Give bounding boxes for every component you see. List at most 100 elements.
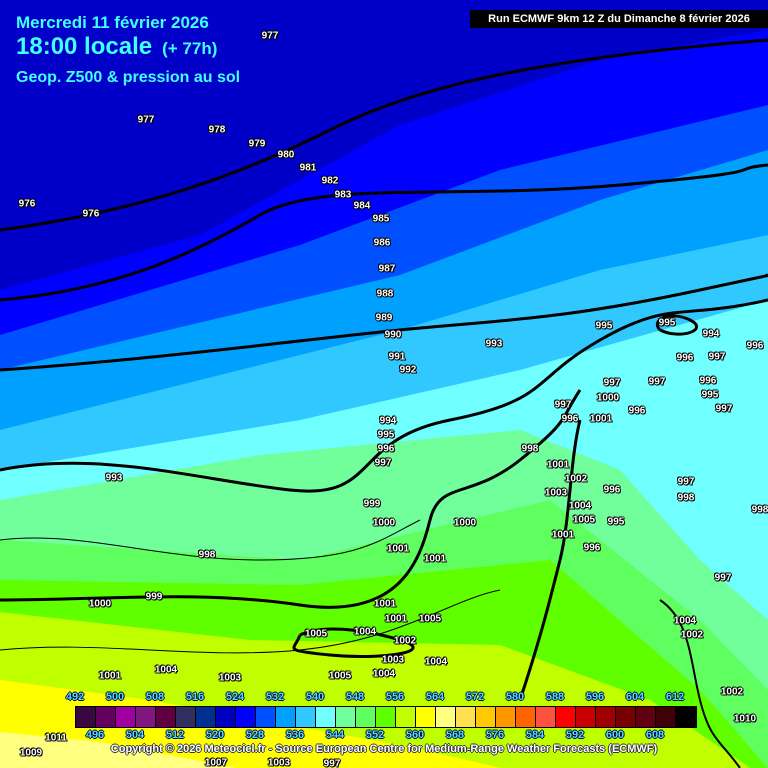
product-title: Geop. Z500 & pression au sol xyxy=(16,69,241,86)
legend-tick-label: 560 xyxy=(405,729,425,741)
legend-tick-label: 576 xyxy=(485,729,505,741)
legend-swatch xyxy=(676,707,696,727)
isobar-line xyxy=(659,599,741,768)
pressure-label: 1007 xyxy=(204,757,228,768)
legend-tick-label: 596 xyxy=(585,691,605,703)
pressure-label: 977 xyxy=(261,30,279,42)
pressure-label: 996 xyxy=(583,542,601,554)
forecast-time: 18:00 locale (+ 77h) xyxy=(16,33,217,61)
pressure-label: 985 xyxy=(372,213,390,225)
legend-tick-label: 500 xyxy=(105,691,125,703)
pressure-label: 996 xyxy=(561,413,579,425)
legend-swatch xyxy=(336,707,356,727)
pressure-label: 1001 xyxy=(546,459,570,471)
local-time: 18:00 locale xyxy=(16,33,153,60)
legend-swatch xyxy=(616,707,636,727)
pressure-label: 986 xyxy=(373,237,391,249)
legend-tick-label: 516 xyxy=(185,691,205,703)
pressure-label: 995 xyxy=(607,516,625,528)
legend-tick-label: 508 xyxy=(145,691,165,703)
legend-swatch xyxy=(396,707,416,727)
pressure-label: 987 xyxy=(378,263,396,275)
legend-swatch xyxy=(536,707,556,727)
pressure-label: 976 xyxy=(18,198,36,210)
pressure-label: 997 xyxy=(677,476,695,488)
isobar-line xyxy=(0,589,501,654)
pressure-label: 979 xyxy=(248,138,266,150)
isobar-line xyxy=(0,298,768,493)
pressure-label: 997 xyxy=(554,399,572,411)
legend-tick-label: 528 xyxy=(245,729,265,741)
pressure-label: 1003 xyxy=(381,654,405,666)
pressure-label: 997 xyxy=(323,758,341,768)
forecast-date: Mercredi 11 février 2026 xyxy=(16,13,209,32)
pressure-label: 1001 xyxy=(98,670,122,682)
legend-tick-label: 532 xyxy=(265,691,285,703)
pressure-label: 977 xyxy=(137,114,155,126)
legend-tick-label: 612 xyxy=(665,691,685,703)
legend-tick-label: 504 xyxy=(125,729,145,741)
legend-swatch xyxy=(436,707,456,727)
legend-swatch xyxy=(116,707,136,727)
pressure-label: 997 xyxy=(715,403,733,415)
legend-swatch xyxy=(596,707,616,727)
pressure-label: 1005 xyxy=(328,670,352,682)
pressure-label: 1011 xyxy=(45,732,67,744)
isobar-line xyxy=(0,519,421,561)
pressure-label: 992 xyxy=(399,364,417,376)
pressure-label: 1004 xyxy=(154,664,178,676)
pressure-label: 996 xyxy=(628,405,646,417)
pressure-label: 976 xyxy=(82,208,100,220)
pressure-label: 998 xyxy=(751,504,768,516)
isobar-line xyxy=(0,163,768,302)
legend-tick-label: 552 xyxy=(365,729,385,741)
legend-tick-label: 608 xyxy=(645,729,665,741)
pressure-label: 996 xyxy=(699,375,717,387)
pressure-label: 1002 xyxy=(564,473,588,485)
legend-swatch xyxy=(216,707,236,727)
copyright: Copyright © 2026 Meteociel.fr - Source E… xyxy=(110,743,658,755)
legend-swatch xyxy=(416,707,436,727)
pressure-label: 997 xyxy=(714,572,732,584)
isobar-line xyxy=(518,419,582,701)
run-info: Run ECMWF 9km 12 Z du Dimanche 8 février… xyxy=(470,10,768,28)
legend-swatch xyxy=(136,707,156,727)
legend-tick-label: 556 xyxy=(385,691,405,703)
isobar-line xyxy=(0,38,768,232)
legend-tick-label: 572 xyxy=(465,691,485,703)
pressure-label: 995 xyxy=(377,429,395,441)
pressure-label: 1009 xyxy=(19,747,43,759)
pressure-label: 988 xyxy=(376,288,394,300)
legend-swatch xyxy=(456,707,476,727)
legend-tick-label: 540 xyxy=(305,691,325,703)
legend-swatch xyxy=(356,707,376,727)
legend-tick-label: 564 xyxy=(425,691,445,703)
legend-swatch xyxy=(76,707,96,727)
pressure-label: 1005 xyxy=(572,514,596,526)
legend-tick-label: 584 xyxy=(525,729,545,741)
legend-tick-label: 592 xyxy=(565,729,585,741)
pressure-label: 1004 xyxy=(568,500,592,512)
pressure-label: 981 xyxy=(299,162,317,174)
isobar-line xyxy=(0,273,768,372)
pressure-label: 1000 xyxy=(453,517,477,529)
legend-tick-label: 604 xyxy=(625,691,645,703)
pressure-label: 1003 xyxy=(544,487,568,499)
pressure-label: 996 xyxy=(377,443,395,455)
legend-swatch xyxy=(636,707,656,727)
legend-swatch xyxy=(496,707,516,727)
legend-swatch xyxy=(576,707,596,727)
pressure-label: 1001 xyxy=(589,413,613,425)
pressure-label: 984 xyxy=(353,200,371,212)
legend-swatch xyxy=(656,707,676,727)
color-legend xyxy=(75,706,697,728)
legend-tick-label: 600 xyxy=(605,729,625,741)
geopotential-band xyxy=(0,732,237,768)
legend-tick-label: 580 xyxy=(505,691,525,703)
pressure-label: 999 xyxy=(363,498,381,510)
legend-swatch xyxy=(156,707,176,727)
legend-tick-label: 512 xyxy=(165,729,185,741)
pressure-label: 996 xyxy=(746,340,764,352)
pressure-label: 997 xyxy=(708,351,726,363)
